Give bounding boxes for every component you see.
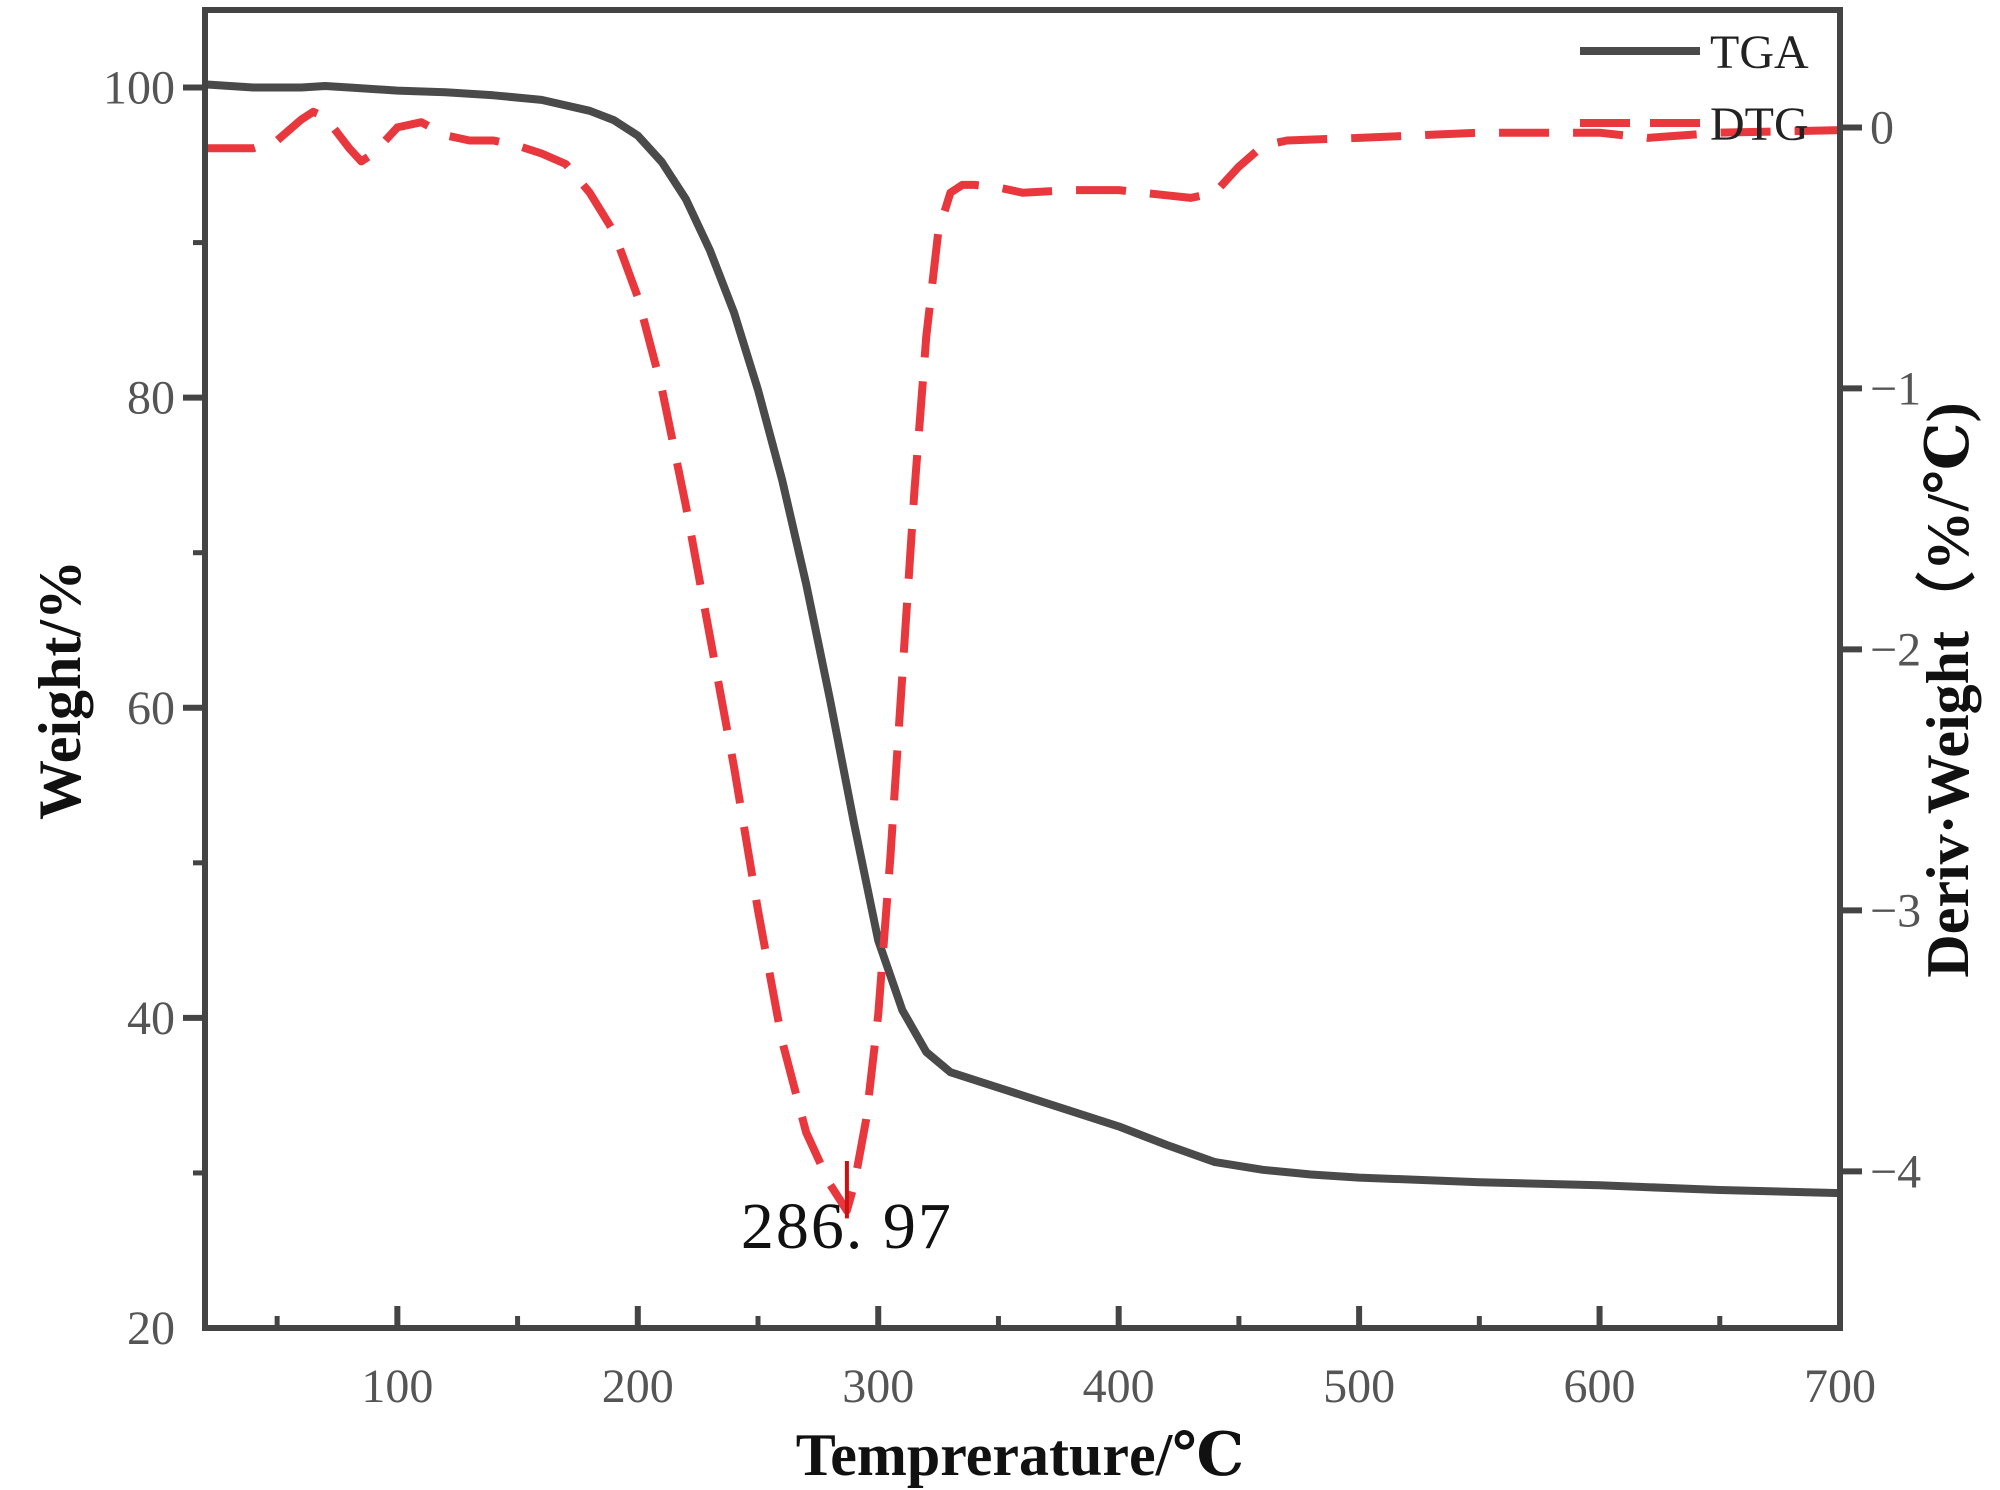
legend-dtg-label: DTG (1710, 98, 1809, 151)
x-tick-label: 700 (1804, 1360, 1876, 1413)
y-left-tick-label: 20 (127, 1302, 175, 1355)
x-tick-label: 600 (1564, 1360, 1636, 1413)
x-tick-label: 500 (1323, 1360, 1395, 1413)
plot-frame (202, 7, 1843, 1331)
y-right-tick-label: −2 (1870, 623, 1921, 676)
plot-area (204, 80, 1841, 1215)
y-right-tick-label: 0 (1870, 101, 1894, 154)
x-tick-label: 400 (1083, 1360, 1155, 1413)
series-dtg-line (205, 107, 1841, 1215)
peak-label: 286. 97 (741, 1190, 953, 1263)
y-left-tick-label: 40 (127, 992, 175, 1045)
y-right-tick-label: −1 (1870, 362, 1921, 415)
y-right-axis-title: Deriv·Weight（%/℃) (1914, 402, 1981, 977)
y-left-axis-title: Weight/% (27, 560, 93, 820)
x-tick-label: 300 (842, 1360, 914, 1413)
y-left-tick-label: 80 (127, 372, 175, 425)
y-right-tick-label: −3 (1870, 884, 1921, 937)
x-tick-label: 200 (602, 1360, 674, 1413)
x-axis-title: Tempreraturе/℃ (796, 1422, 1244, 1488)
y-left-tick-label: 100 (103, 62, 175, 115)
series-tga-line (204, 80, 1841, 1198)
legend-tga-label: TGA (1710, 26, 1809, 79)
peak-annotation: 286. 97 (741, 1160, 953, 1263)
axes: 100 200 300 400 500 600 700 20 40 60 80 100 0 −1 −2 −3 −… (103, 7, 1921, 1413)
x-tick-label: 100 (361, 1360, 433, 1413)
y-left-tick-label: 60 (127, 682, 175, 735)
legend: TGA DTG (1580, 26, 1809, 151)
y-right-tick-label: −4 (1870, 1145, 1921, 1198)
